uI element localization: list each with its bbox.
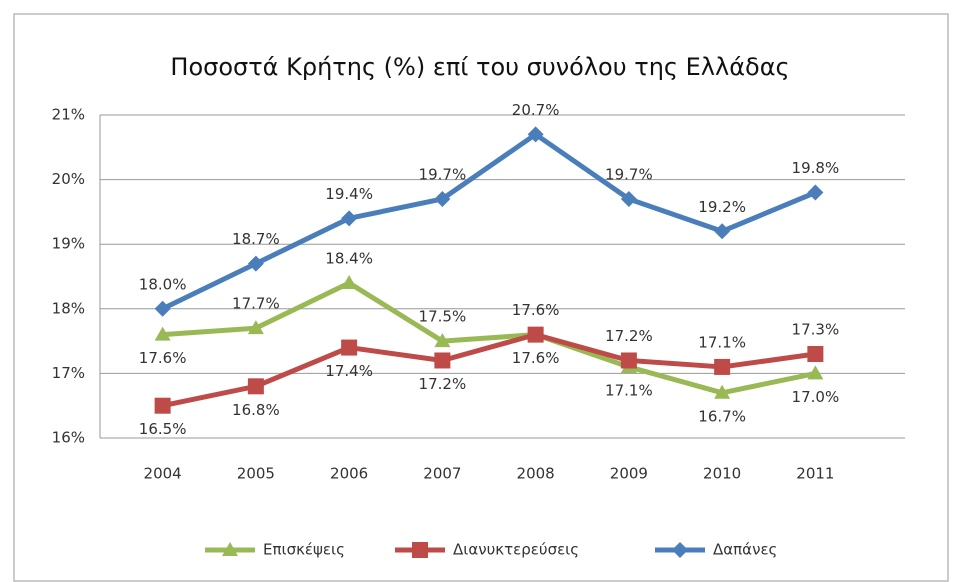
data-label: 17.1%	[698, 333, 746, 351]
marker	[247, 378, 264, 395]
y-tick-label: 18%	[52, 299, 85, 317]
chart-frame	[13, 13, 949, 582]
marker	[807, 184, 824, 201]
data-label: 17.6%	[512, 349, 560, 367]
legend-label: Δαπάνες	[713, 541, 777, 559]
chart-title: Ποσοστά Κρήτης (%) επί του συνόλου της Ε…	[170, 53, 789, 81]
data-label: 17.3%	[792, 321, 840, 339]
data-label: 17.6%	[139, 349, 187, 367]
marker	[714, 223, 731, 240]
data-label: 17.5%	[419, 308, 467, 326]
data-label: 19.7%	[419, 165, 467, 183]
marker	[341, 339, 358, 356]
y-tick-label: 20%	[52, 170, 85, 188]
marker	[807, 365, 824, 380]
x-tick-label: 2009	[610, 465, 648, 483]
marker	[154, 397, 171, 414]
marker	[714, 384, 731, 399]
marker	[247, 255, 264, 272]
marker	[247, 320, 264, 335]
data-label: 17.2%	[605, 327, 653, 345]
data-label: 18.4%	[325, 249, 373, 267]
data-label: 19.4%	[325, 185, 373, 203]
data-label: 17.2%	[419, 375, 467, 393]
data-label: 17.4%	[325, 362, 373, 380]
data-label: 20.7%	[512, 101, 560, 119]
data-label: 17.1%	[605, 381, 653, 399]
marker	[434, 333, 451, 348]
x-tick-label: 2011	[796, 465, 834, 483]
x-tick-label: 2005	[237, 465, 275, 483]
series-line	[161, 131, 817, 312]
legend-label: Επισκέψεις	[263, 541, 345, 559]
marker	[434, 190, 451, 207]
data-label: 17.0%	[792, 388, 840, 406]
x-tick-label: 2010	[703, 465, 741, 483]
marker	[620, 352, 637, 369]
x-tick-label: 2008	[517, 465, 555, 483]
marker	[154, 300, 171, 317]
marker	[222, 542, 238, 556]
y-tick-label: 21%	[52, 106, 85, 124]
marker	[412, 542, 428, 558]
marker	[341, 210, 358, 227]
data-label: 19.7%	[605, 165, 653, 183]
x-tick-label: 2004	[144, 465, 182, 483]
data-label: 18.0%	[139, 275, 187, 293]
x-tick-label: 2007	[423, 465, 461, 483]
y-tick-label: 16%	[52, 429, 85, 447]
y-tick-label: 17%	[52, 364, 85, 382]
data-label: 16.8%	[232, 401, 280, 419]
data-label: 16.5%	[139, 420, 187, 438]
data-label: 18.7%	[232, 230, 280, 248]
series-line	[162, 280, 816, 396]
y-tick-label: 19%	[52, 235, 85, 253]
data-label: 17.6%	[512, 301, 560, 319]
legend-label: Διανυκτερεύσεις	[453, 541, 579, 559]
marker	[341, 274, 358, 289]
marker	[714, 358, 731, 375]
marker	[620, 190, 637, 207]
data-label: 19.2%	[698, 198, 746, 216]
data-label: 17.7%	[232, 295, 280, 313]
series-line	[162, 332, 816, 409]
marker	[672, 542, 688, 558]
data-label: 19.8%	[792, 159, 840, 177]
marker	[154, 326, 171, 341]
marker	[527, 326, 544, 343]
x-tick-label: 2006	[330, 465, 368, 483]
marker	[527, 126, 544, 143]
marker	[807, 346, 824, 363]
data-label: 16.7%	[698, 407, 746, 425]
marker	[434, 352, 451, 369]
